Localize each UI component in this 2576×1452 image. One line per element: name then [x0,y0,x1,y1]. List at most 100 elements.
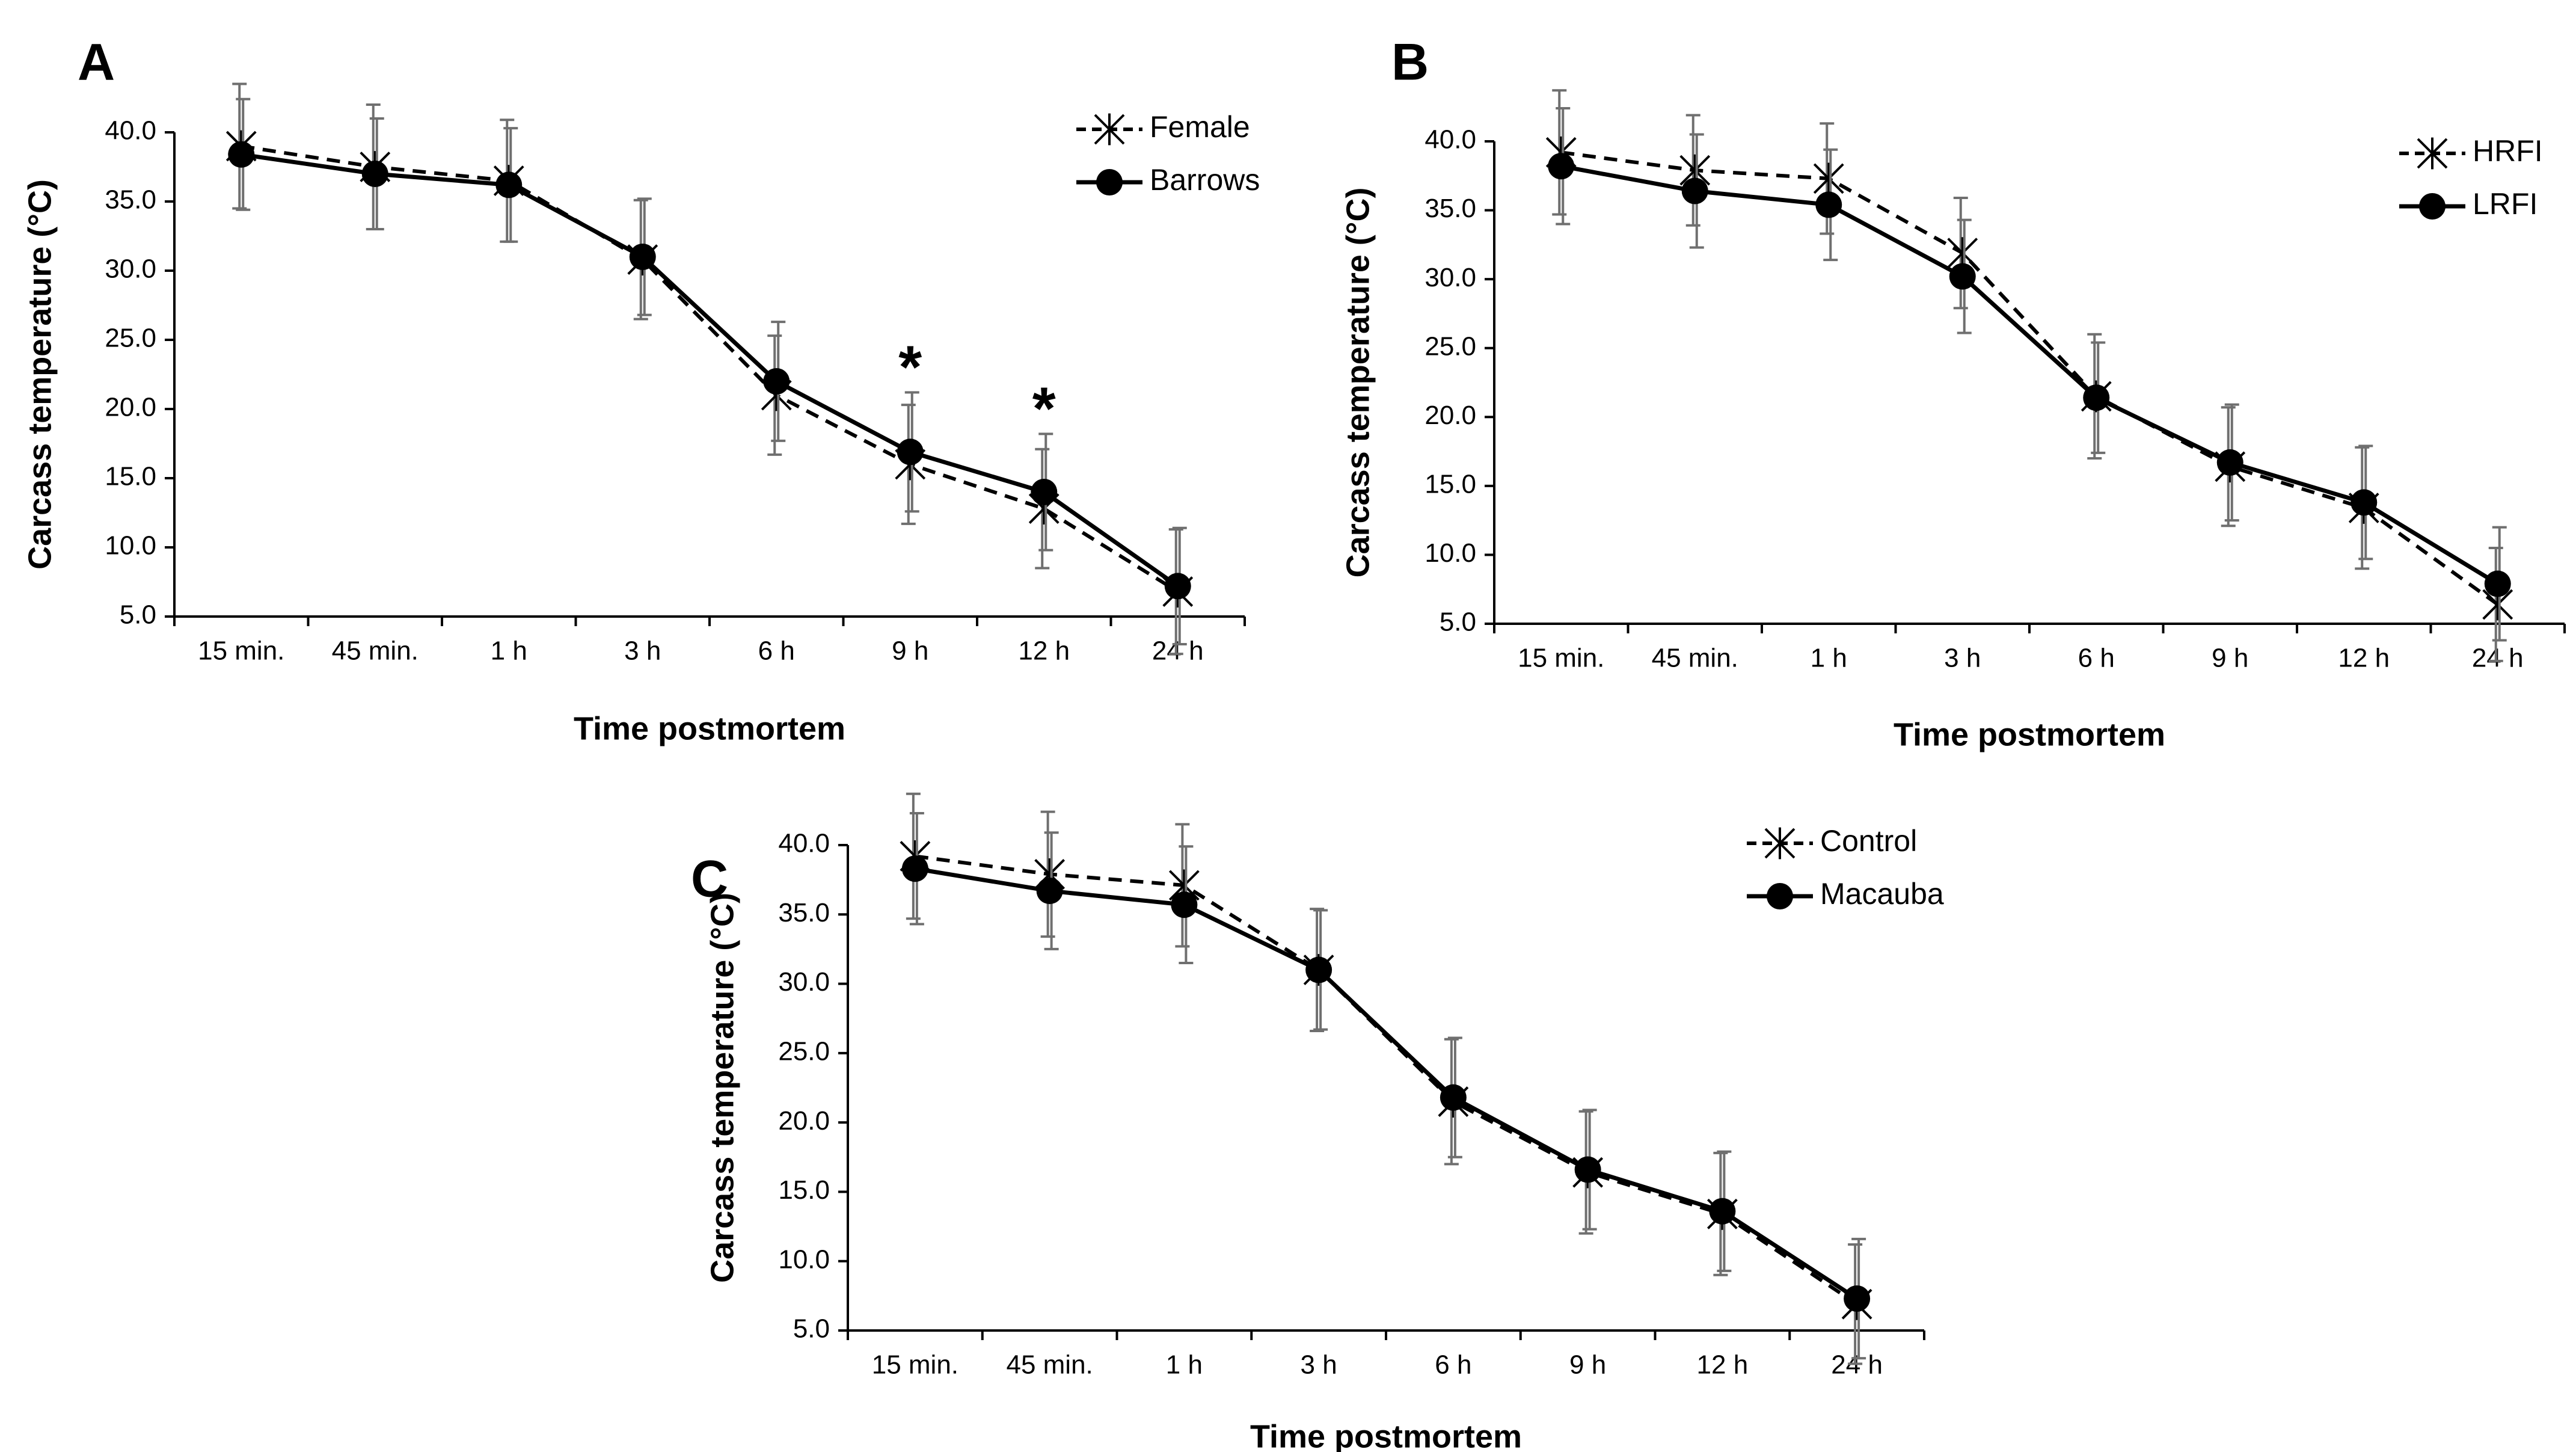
chart-b-ytick-label: 5.0 [1440,608,1476,637]
chart-b-series-lrfi-point [1949,263,1976,290]
chart-a-significance-marker: * [1032,375,1056,442]
chart-c-xtick-label: 45 min. [1006,1350,1093,1380]
chart-b-legend-label: HRFI [2473,134,2543,168]
chart-c: C 5.0 10.0 15.0 20.0 25.0 30.0 35.0 40.0 15 min. 4… [691,792,1944,1452]
chart-b-y-axis-label: Carcass temperature (°C) [1340,188,1376,578]
chart-a-ytick-label: 5.0 [120,600,156,630]
chart-b-ytick-label: 35.0 [1424,194,1476,223]
chart-b-xtick-label: 9 h [2212,644,2248,673]
chart-b-series-hrfi-line [1560,150,2499,606]
chart-c-legend-label: Control [1820,824,1917,858]
chart-a-ytick-label: 15.0 [105,462,156,491]
chart-c-x-axis-label: Time postmortem [1250,1418,1522,1452]
chart-a-significance-marker: * [898,333,922,401]
chart-a-xtick-label: 1 h [491,636,527,666]
chart-b-series-lrfi-line [1560,164,2499,586]
chart-b-series-lrfi-point [1548,153,1575,180]
chart-c-xtick-label: 15 min. [872,1350,958,1380]
chart-c-ytick-label: 10.0 [778,1244,830,1274]
chart-a: A 5.0 10.0 15.0 20.0 25.0 30.0 35.0 40.0 15 min. 4… [22,34,1260,747]
chart-b-xtick-label: 15 min. [1518,644,1604,673]
chart-c-legend-label: Macauba [1820,877,1944,911]
chart-c-series-macauba-point [1036,878,1063,905]
chart-a-series-barrows-point [763,368,790,395]
chart-c-legend-marker [1767,883,1793,909]
chart-a-series-barrows-line [241,152,1179,588]
chart-c-series-macauba-point [1844,1285,1871,1312]
chart-b-ytick-label: 25.0 [1424,331,1476,361]
chart-c-ytick-label: 35.0 [778,898,830,927]
chart-c-legend-marker [1764,827,1796,860]
chart-c-ytick-label: 30.0 [778,967,830,997]
chart-c-xtick-label: 6 h [1435,1350,1471,1380]
chart-c-ytick-label: 20.0 [778,1106,830,1136]
chart-c-series-macauba-point [1171,891,1198,918]
chart-a-legend-marker [1094,113,1125,146]
chart-b-x-axis-label: Time postmortem [1894,716,2165,752]
chart-a-ytick-label: 10.0 [105,531,156,561]
chart-c-xtick-label: 3 h [1301,1350,1337,1380]
chart-b-series-lrfi-point [2083,384,2110,411]
chart-b-series-lrfi-point [2351,489,2378,516]
chart-b-legend-label: LRFI [2473,187,2538,221]
chart-c-series-macauba-point [1305,956,1332,983]
chart-b-xtick-label: 45 min. [1652,644,1738,673]
chart-b: B 5.0 10.0 15.0 20.0 25.0 30.0 35.0 40.0 15 min. 4… [1340,34,2566,752]
chart-c-ytick-label: 15.0 [778,1175,830,1205]
chart-b-legend: HRFI LRFI [2399,134,2543,221]
chart-c-ytick-label: 5.0 [793,1314,830,1344]
chart-a-series-barrows-point [228,141,255,168]
chart-b-series-lrfi-point [2216,449,2243,476]
chart-a-xtick-label: 45 min. [332,636,419,666]
chart-a-xtick-label: 15 min. [198,636,284,666]
chart-c-legend: Control Macauba [1747,824,1944,911]
chart-b-xtick-label: 1 h [1811,644,1847,673]
chart-c-series-control-line [915,854,1858,1306]
chart-a-xtick-label: 24 h [1152,636,1204,666]
chart-b-xtick-label: 24 h [2472,644,2524,673]
chart-a-legend-marker [1096,169,1123,195]
chart-b-legend-marker [2417,137,2448,170]
chart-a-x-axis-label: Time postmortem [574,710,845,746]
chart-c-ytick-label: 25.0 [778,1036,830,1066]
chart-a-legend-label: Barrows [1150,163,1260,197]
chart-c-series-macauba-line [915,866,1859,1300]
chart-a-xtick-label: 12 h [1018,636,1070,666]
chart-a-series-barrows [228,97,1191,645]
chart-b-series-lrfi-point [1815,191,1842,218]
chart-b-xtick-label: 12 h [2338,644,2390,673]
chart-b-ytick-label: 20.0 [1424,401,1476,430]
chart-a-series-female-line [241,144,1179,594]
chart-c-series-macauba-point [1574,1156,1601,1183]
chart-b-series-lrfi-point [1681,177,1708,205]
chart-a-panel-letter: A [78,34,115,91]
chart-a-ytick-label: 40.0 [105,116,156,146]
chart-c-series-macauba-point [1440,1084,1467,1111]
chart-c-y-axis-label: Carcass temperature (°C) [704,893,740,1283]
chart-b-ytick-label: 30.0 [1424,263,1476,292]
chart-a-xtick-label: 3 h [624,636,661,666]
chart-b-series-lrfi-point [2484,570,2511,597]
chart-a-ytick-label: 20.0 [105,393,156,422]
chart-a-legend-label: Female [1150,110,1250,144]
chart-b-series-hrfi-point [1813,162,1844,195]
chart-c-xtick-label: 12 h [1697,1350,1749,1380]
chart-a-series-barrows-point [1164,573,1191,600]
chart-b-ytick-label: 40.0 [1424,125,1476,155]
chart-c-panel-letter: C [691,851,728,908]
chart-b-panel-letter: B [1391,34,1429,91]
chart-c-xtick-label: 9 h [1569,1350,1606,1380]
chart-a-series-barrows-point [629,244,656,270]
chart-a-series-barrows-point [1031,479,1058,505]
chart-b-ytick-label: 15.0 [1424,469,1476,499]
chart-b-legend-marker [2419,193,2446,220]
chart-b-xtick-label: 3 h [1944,644,1981,673]
chart-a-ytick-label: 30.0 [105,254,156,284]
chart-b-series-lrfi [1548,107,2511,642]
chart-c-ytick-label: 40.0 [778,829,830,858]
chart-a-xtick-label: 9 h [892,636,928,666]
chart-c-xtick-label: 1 h [1166,1350,1203,1380]
chart-b-ytick-label: 10.0 [1424,538,1476,568]
chart-a-ytick-label: 25.0 [105,324,156,353]
